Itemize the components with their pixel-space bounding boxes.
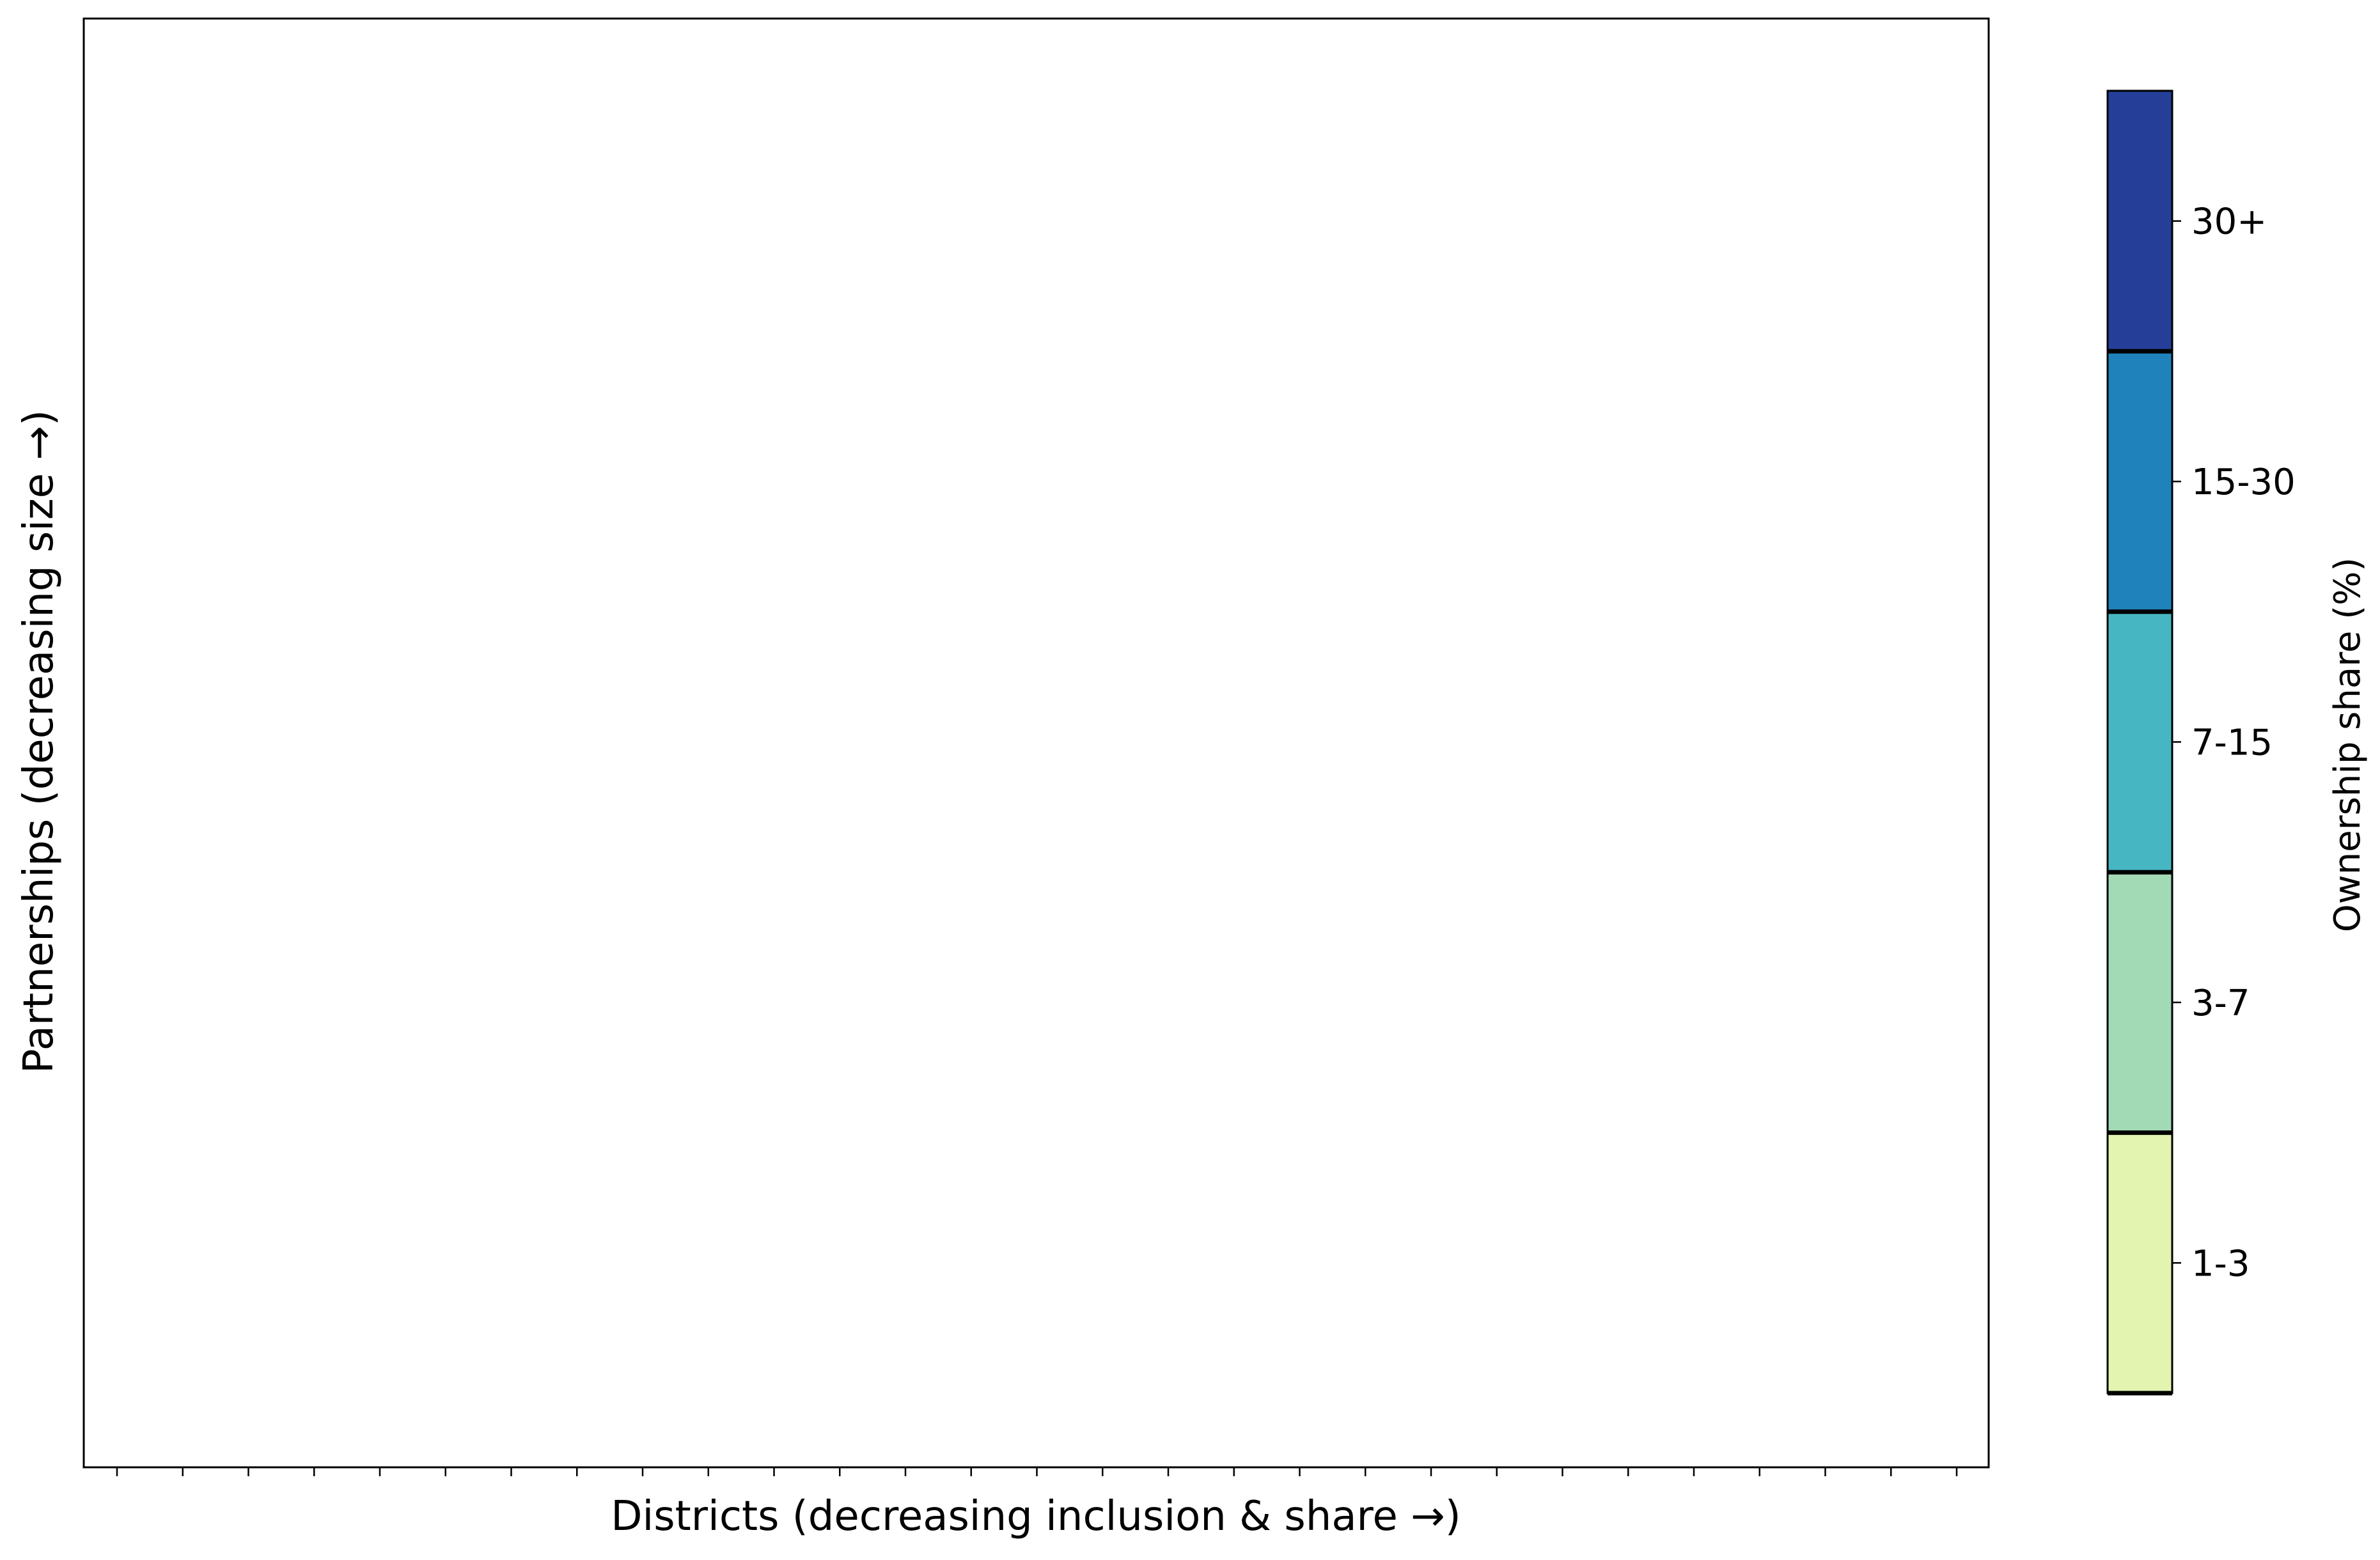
colorbar-label: Ownership share (%) (2327, 558, 2368, 932)
colorbar-tick-label: 3-7 (2191, 983, 2250, 1024)
colorbar: 1-3 3-7 7-15 15-30 30+ (2106, 90, 2296, 1396)
x-axis-label: Districts (decreasing inclusion & share … (611, 1493, 1461, 1540)
plot-area (82, 17, 1990, 1469)
colorbar-tick-label: 30+ (2191, 201, 2267, 243)
colorbar-segment (2108, 91, 2172, 352)
y-axis-label: Partnerships (decreasing size →) (15, 410, 63, 1073)
colorbar-segment (2108, 611, 2172, 873)
colorbar-segment (2108, 351, 2172, 612)
x-axis-ticks (116, 1467, 1958, 1476)
colorbar-tick-label: 15-30 (2191, 462, 2296, 503)
colorbar-segment (2108, 872, 2172, 1133)
colorbar-segment (2108, 1132, 2172, 1393)
colorbar-tick-label: 7-15 (2191, 722, 2273, 764)
colorbar-tick-label: 1-3 (2191, 1243, 2250, 1284)
